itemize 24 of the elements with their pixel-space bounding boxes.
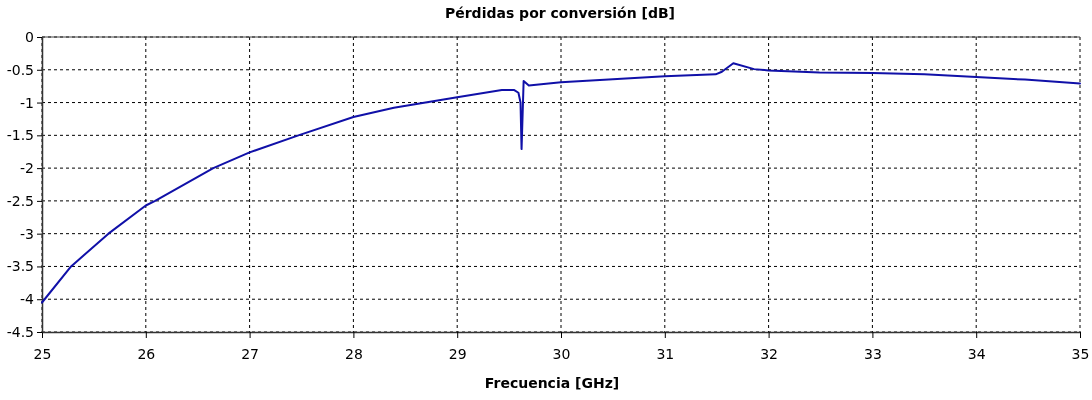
y-tick-label: -3 <box>20 225 34 242</box>
y-tick-label: -1.5 <box>6 127 34 144</box>
y-tick-label: -2 <box>20 160 34 177</box>
y-tick-label: -2.5 <box>6 192 34 209</box>
y-tick-label: -4.5 <box>6 323 34 340</box>
x-tick-label: 27 <box>241 346 260 363</box>
x-tick-label: 25 <box>33 346 52 363</box>
x-tick-label: 29 <box>448 346 467 363</box>
line-series <box>41 62 1081 304</box>
chart-title: Pérdidas por conversión [dB] <box>444 5 676 21</box>
y-tick-label: -3.5 <box>6 258 34 275</box>
x-tick-label: 31 <box>656 346 675 363</box>
x-tick-label: 26 <box>137 346 156 363</box>
x-tick-label: 35 <box>1071 346 1090 363</box>
y-tick-label: -4 <box>20 291 35 308</box>
x-tick-label: 34 <box>967 346 986 363</box>
y-tick-label: -0.5 <box>6 61 34 78</box>
x-tick-label: 28 <box>344 346 363 363</box>
y-tick-label: 0 <box>25 28 34 45</box>
x-axis-title: Frecuencia [GHz] <box>484 375 620 391</box>
y-tick-label: -1 <box>20 94 34 111</box>
x-tick-label: 33 <box>863 346 882 363</box>
x-tick-label: 30 <box>552 346 571 363</box>
x-tick-label: 32 <box>760 346 779 363</box>
